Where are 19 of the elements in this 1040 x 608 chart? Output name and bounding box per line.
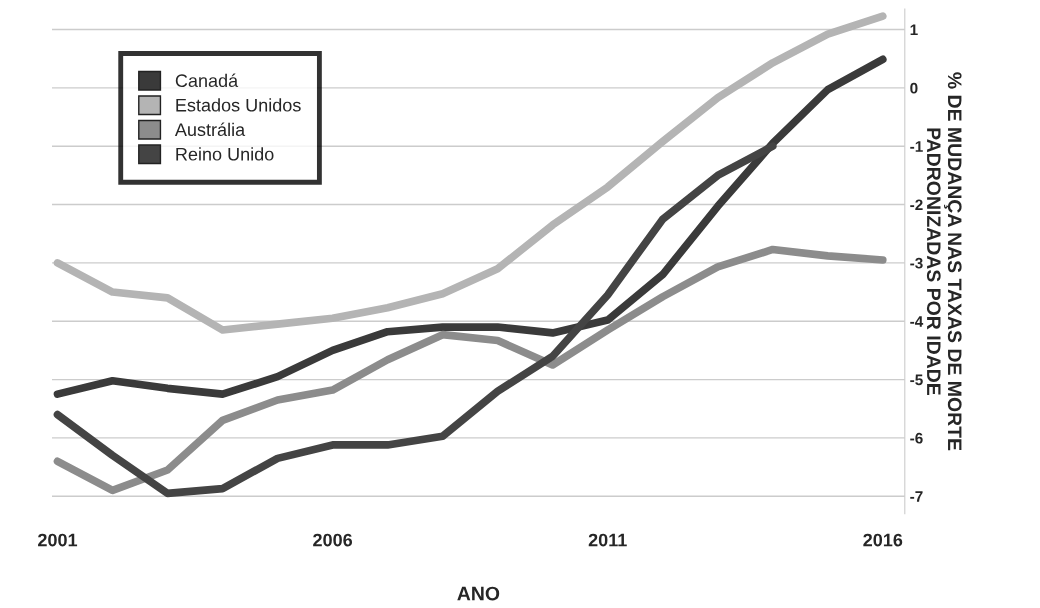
y-tick-label: -4: [910, 316, 924, 327]
y-tick-label: -5: [910, 374, 923, 386]
y-axis-title: % DE MUDANÇA NAS TAXAS DE MORTE PADRONIZADAS POR IDADE: [926, 72, 962, 451]
legend-label: Estados Unidos: [176, 98, 301, 112]
legend-label: Canadá: [175, 73, 239, 88]
x-axis-title: ANO: [457, 586, 500, 601]
x-tick-label: 2016: [863, 533, 903, 547]
legend-label: Austrália: [174, 122, 246, 137]
y-tick-label: -3: [910, 257, 923, 269]
x-tick-label: 2001: [38, 533, 78, 547]
y-tick-label: -1: [910, 141, 923, 152]
y-tick-label: -7: [910, 491, 923, 502]
x-tick-label: 2006: [313, 533, 353, 547]
y-tick-label: 1: [910, 24, 918, 36]
x-tick-label: 2011: [588, 533, 627, 547]
y-tick-label: 0: [910, 82, 918, 94]
legend-label: Reino Unido: [176, 147, 274, 161]
y-tick-label: -2: [910, 199, 923, 211]
y-tick-label: -6: [910, 432, 923, 444]
